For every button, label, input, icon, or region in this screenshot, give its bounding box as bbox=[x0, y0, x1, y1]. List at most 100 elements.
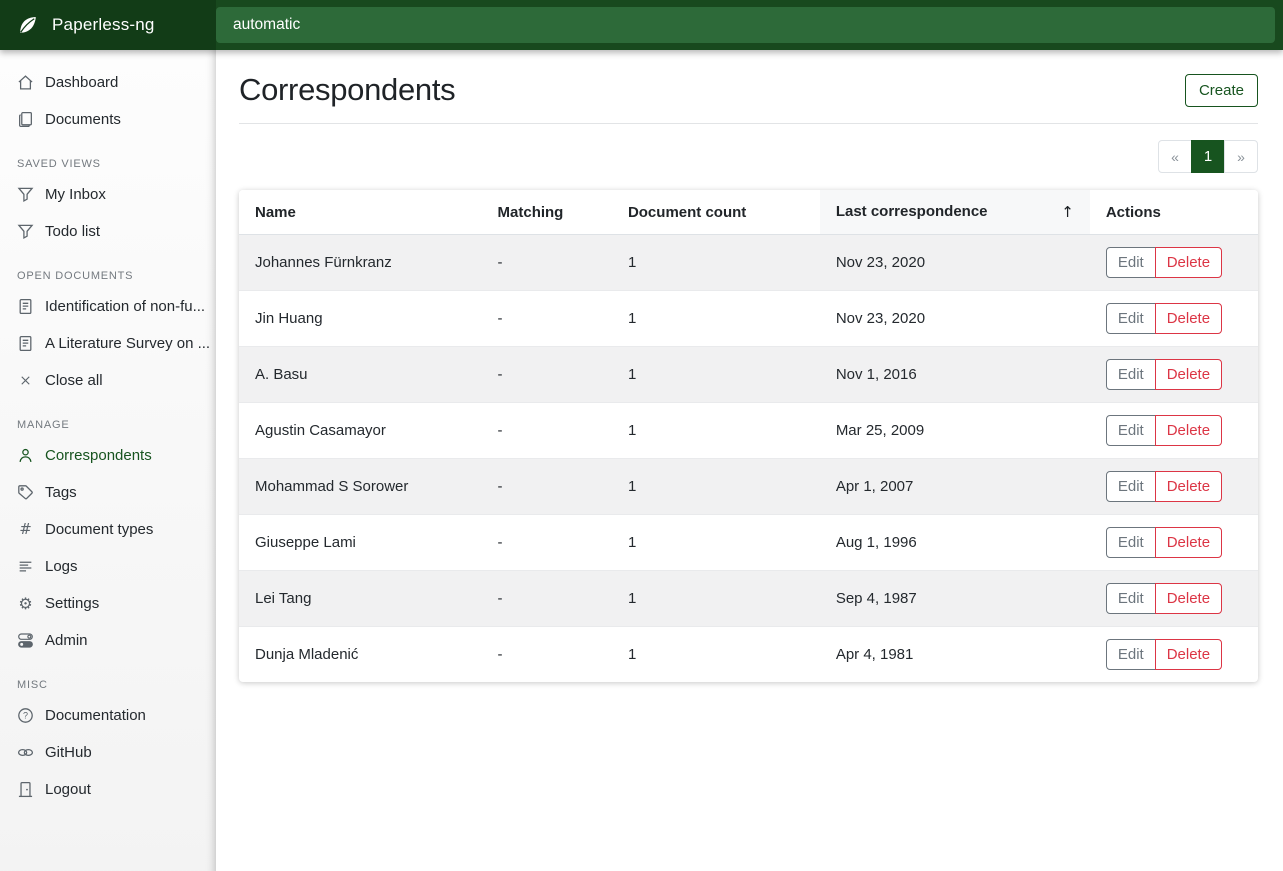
actions-cell: Edit Delete bbox=[1089, 458, 1258, 515]
last-correspondence: Sep 4, 1987 bbox=[819, 570, 1090, 627]
edit-button[interactable]: Edit bbox=[1105, 303, 1156, 334]
top-navbar: Paperless-ng bbox=[0, 0, 1283, 50]
leaf-logo-icon bbox=[15, 13, 40, 38]
create-button[interactable]: Create bbox=[1184, 73, 1258, 107]
actions-cell: Edit Delete bbox=[1089, 346, 1258, 403]
delete-button[interactable]: Delete bbox=[1154, 415, 1223, 446]
document-count: 1 bbox=[611, 570, 820, 627]
column-header-last-correspondence[interactable]: Last correspondence ↑ bbox=[819, 190, 1090, 235]
sidebar-item-github[interactable]: GitHub bbox=[0, 734, 216, 771]
last-correspondence: Aug 1, 1996 bbox=[819, 514, 1090, 571]
table-row: Johannes Fürnkranz - 1 Nov 23, 2020 Edit… bbox=[239, 234, 1258, 291]
pagination-prev-button[interactable]: « bbox=[1158, 140, 1192, 173]
sidebar-item-todo-list[interactable]: Todo list bbox=[0, 213, 216, 250]
document-count: 1 bbox=[611, 626, 820, 682]
door-icon bbox=[17, 781, 34, 798]
delete-button[interactable]: Delete bbox=[1154, 527, 1223, 558]
sidebar-item-open-document-2[interactable]: A Literature Survey on ... bbox=[0, 325, 216, 362]
correspondents-table-card: Name Matching Document count Last corres… bbox=[239, 190, 1258, 682]
sidebar-item-label: A Literature Survey on ... bbox=[45, 335, 211, 352]
pagination-page-1[interactable]: 1 bbox=[1191, 140, 1225, 173]
document-count: 1 bbox=[611, 346, 820, 403]
matching-value: - bbox=[481, 570, 612, 627]
filter-icon bbox=[17, 186, 34, 203]
sidebar-item-document-types[interactable]: # Document types bbox=[0, 511, 216, 548]
matching-value: - bbox=[481, 346, 612, 403]
edit-button[interactable]: Edit bbox=[1105, 247, 1156, 278]
actions-cell: Edit Delete bbox=[1090, 235, 1258, 291]
correspondent-name: Giuseppe Lami bbox=[239, 514, 482, 571]
sidebar-item-admin[interactable]: Admin bbox=[0, 622, 216, 659]
sidebar-item-label: Identification of non-fu... bbox=[45, 298, 206, 315]
edit-button[interactable]: Edit bbox=[1105, 359, 1156, 390]
question-circle-icon: ? bbox=[17, 707, 34, 724]
pagination-next-button[interactable]: » bbox=[1224, 140, 1258, 173]
correspondent-name: A. Basu bbox=[239, 346, 482, 403]
actions-cell: Edit Delete bbox=[1089, 570, 1258, 627]
edit-button[interactable]: Edit bbox=[1105, 639, 1156, 670]
sidebar-item-label: Settings bbox=[45, 595, 100, 612]
matching-value: - bbox=[481, 626, 612, 682]
sidebar-item-correspondents[interactable]: Correspondents bbox=[0, 437, 216, 474]
sidebar-item-settings[interactable]: ⚙ Settings bbox=[0, 585, 216, 622]
correspondent-name: Agustin Casamayor bbox=[239, 402, 482, 459]
delete-button[interactable]: Delete bbox=[1154, 639, 1223, 670]
delete-button[interactable]: Delete bbox=[1154, 247, 1223, 278]
sidebar-item-documents[interactable]: Documents bbox=[0, 101, 216, 138]
actions-cell: Edit Delete bbox=[1089, 402, 1258, 459]
main-content: Correspondents Create « 1 » Name bbox=[216, 50, 1283, 871]
sidebar-item-my-inbox[interactable]: My Inbox bbox=[0, 176, 216, 213]
correspondent-name: Jin Huang bbox=[239, 290, 482, 347]
table-row: Agustin Casamayor - 1 Mar 25, 2009 Edit … bbox=[239, 402, 1258, 459]
page-title: Correspondents bbox=[239, 72, 456, 107]
filter-icon bbox=[17, 223, 34, 240]
column-header-name[interactable]: Name bbox=[239, 190, 482, 235]
column-header-matching[interactable]: Matching bbox=[481, 190, 612, 235]
matching-value: - bbox=[481, 458, 612, 515]
documents-icon bbox=[17, 111, 34, 128]
sidebar-item-label: GitHub bbox=[45, 744, 92, 761]
table-row: Mohammad S Sorower - 1 Apr 1, 2007 Edit … bbox=[239, 458, 1258, 515]
hash-icon: # bbox=[19, 520, 32, 538]
column-header-document-count[interactable]: Document count bbox=[611, 190, 820, 235]
matching-value: - bbox=[481, 402, 612, 459]
document-count: 1 bbox=[611, 514, 820, 571]
sidebar-item-dashboard[interactable]: Dashboard bbox=[0, 64, 216, 101]
edit-button[interactable]: Edit bbox=[1105, 527, 1156, 558]
sidebar-item-close-all[interactable]: Close all bbox=[0, 362, 216, 399]
column-header-actions: Actions bbox=[1089, 190, 1258, 235]
sidebar-item-label: Dashboard bbox=[45, 74, 119, 91]
sort-ascending-icon: ↑ bbox=[1061, 203, 1074, 221]
search-input[interactable] bbox=[216, 7, 1275, 43]
sidebar-section-heading: OPEN DOCUMENTS bbox=[17, 270, 134, 282]
close-icon bbox=[17, 372, 34, 389]
sidebar-section-heading: SAVED VIEWS bbox=[17, 158, 101, 170]
sidebar-item-logout[interactable]: Logout bbox=[0, 771, 216, 808]
sidebar-item-logs[interactable]: Logs bbox=[0, 548, 216, 585]
file-text-icon bbox=[17, 335, 34, 352]
delete-button[interactable]: Delete bbox=[1154, 359, 1223, 390]
sidebar-item-label: Correspondents bbox=[45, 447, 152, 464]
page-header: Correspondents Create bbox=[239, 50, 1258, 124]
sidebar-item-open-document-1[interactable]: Identification of non-fu... bbox=[0, 288, 216, 325]
sidebar-item-documentation[interactable]: ? Documentation bbox=[0, 697, 216, 734]
house-icon bbox=[17, 74, 34, 91]
delete-button[interactable]: Delete bbox=[1154, 583, 1223, 614]
sidebar: Dashboard Documents SAVED VIEWS My Inbox bbox=[0, 50, 216, 871]
sidebar-item-label: Admin bbox=[45, 632, 88, 649]
edit-button[interactable]: Edit bbox=[1105, 583, 1156, 614]
actions-cell: Edit Delete bbox=[1089, 626, 1258, 682]
toggles-icon bbox=[17, 632, 34, 649]
actions-cell: Edit Delete bbox=[1089, 514, 1258, 571]
delete-button[interactable]: Delete bbox=[1154, 471, 1223, 502]
column-header-label: Last correspondence bbox=[835, 203, 988, 220]
sidebar-item-tags[interactable]: Tags bbox=[0, 474, 216, 511]
edit-button[interactable]: Edit bbox=[1105, 471, 1156, 502]
delete-button[interactable]: Delete bbox=[1154, 303, 1223, 334]
matching-value: - bbox=[481, 514, 612, 571]
matching-value: - bbox=[497, 254, 503, 271]
brand-logo[interactable]: Paperless-ng bbox=[0, 0, 216, 50]
document-count: 1 bbox=[611, 290, 820, 347]
edit-button[interactable]: Edit bbox=[1105, 415, 1156, 446]
